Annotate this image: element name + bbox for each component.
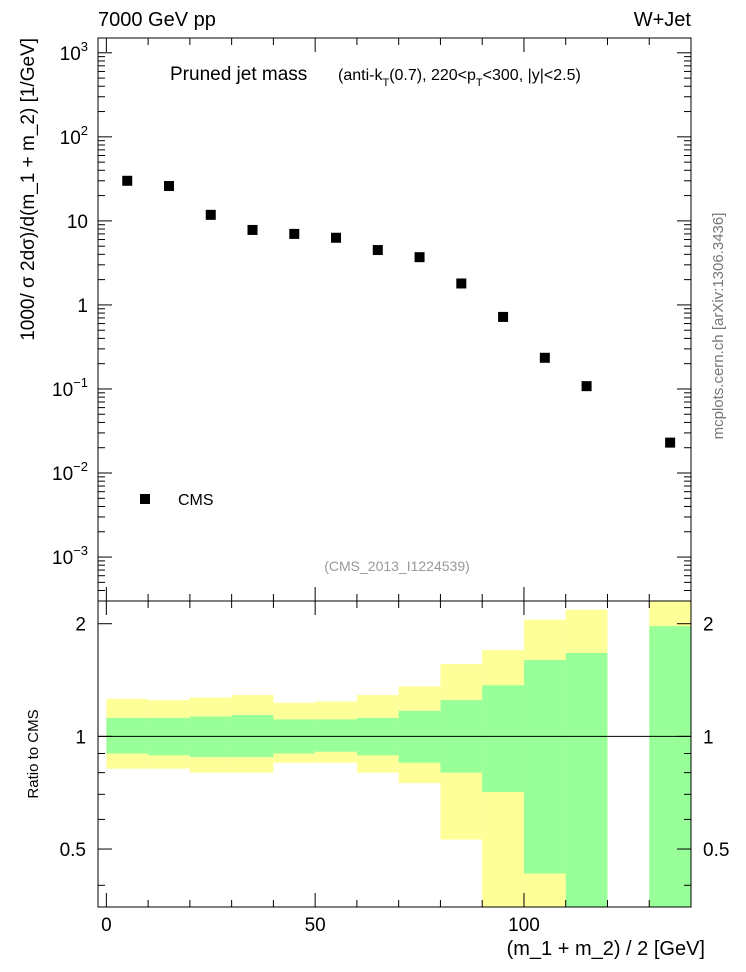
legend-label: CMS: [178, 492, 214, 509]
ratio-plot-panel: 0.5 0.5 1 1 2 2 0 50 100: [60, 600, 729, 936]
ratio-frame: [97, 600, 692, 908]
header-left: 7000 GeV pp: [98, 9, 216, 31]
main-y-tick-label: 103: [60, 39, 88, 65]
cms-data-point: [205, 209, 216, 220]
ratio-y-axis-label: Ratio to CMS: [25, 709, 42, 798]
main-y-tick-label: 1: [77, 296, 88, 317]
ratio-y-tick-label-right: 0.5: [703, 840, 729, 861]
ratio-y-tick-label-left: 2: [75, 615, 86, 636]
ratio-y-tick-label-left: 0.5: [60, 840, 86, 861]
ratio-band-bin: [106, 717, 149, 754]
legend-marker: [140, 494, 150, 504]
cms-data-point: [331, 232, 342, 243]
analysis-id: (CMS_2013_I1224539): [324, 558, 470, 574]
cms-data-point: [539, 352, 550, 363]
cms-data-point: [414, 252, 425, 263]
cms-data-point: [456, 278, 467, 289]
ratio-band-bin: [565, 653, 608, 907]
x-tick-label: 0: [101, 915, 112, 936]
x-tick-label: 100: [508, 915, 540, 936]
ratio-y-tick-label-right: 1: [703, 727, 714, 748]
x-axis-label: (m_1 + m_2) / 2 [GeV]: [507, 938, 705, 960]
cms-data-point: [372, 245, 383, 256]
cms-data-point: [163, 181, 174, 192]
main-plot-panel: Pruned jet mass (anti-kT(0.7), 220<pT<30…: [52, 37, 692, 602]
cms-data-point: [122, 175, 133, 186]
main-y-tick-label: 10: [67, 212, 88, 233]
cms-data-point: [581, 381, 592, 392]
ratio-band-bin: [523, 659, 566, 874]
main-y-axis-label: 1000/ σ 2dσ)/d(m_1 + m_2) [1/GeV]: [18, 38, 39, 341]
ratio-y-tick-label-right: 2: [703, 615, 714, 636]
ratio-band-bin: [649, 626, 691, 907]
cms-data-point: [665, 437, 676, 448]
main-frame: [97, 37, 692, 602]
ratio-y-tick-label-left: 1: [75, 727, 86, 748]
ratio-band-bin: [315, 719, 357, 752]
main-title: Pruned jet mass: [170, 64, 307, 85]
main-y-tick-label: 10−3: [52, 543, 88, 569]
header-right: W+Jet: [634, 9, 692, 31]
cms-data-point: [289, 228, 300, 239]
x-tick-label: 50: [305, 915, 326, 936]
main-subtitle: (anti-kT(0.7), 220<pT<300, |y|<2.5): [338, 67, 581, 89]
main-y-tick-label: 10−2: [52, 459, 88, 485]
main-y-tick-label: 10−1: [52, 375, 88, 401]
cms-data-point: [247, 224, 258, 235]
main-y-tick-label: 102: [60, 123, 88, 149]
ratio-band-bin: [482, 685, 524, 793]
cms-data-point: [498, 311, 509, 322]
watermark: mcplots.cern.ch [arXiv:1306.3436]: [710, 213, 727, 440]
